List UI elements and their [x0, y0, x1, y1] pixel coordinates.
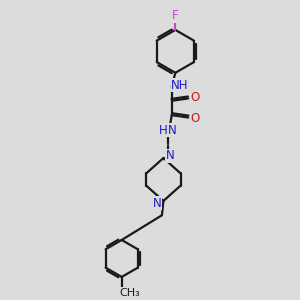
Text: NH: NH — [171, 79, 189, 92]
Text: N: N — [166, 149, 174, 162]
Text: F: F — [172, 9, 178, 22]
Text: N: N — [167, 124, 176, 136]
Text: O: O — [190, 91, 200, 104]
Text: O: O — [190, 112, 200, 125]
Text: N: N — [152, 197, 161, 210]
Text: H: H — [158, 124, 167, 136]
Text: CH₃: CH₃ — [120, 288, 140, 298]
